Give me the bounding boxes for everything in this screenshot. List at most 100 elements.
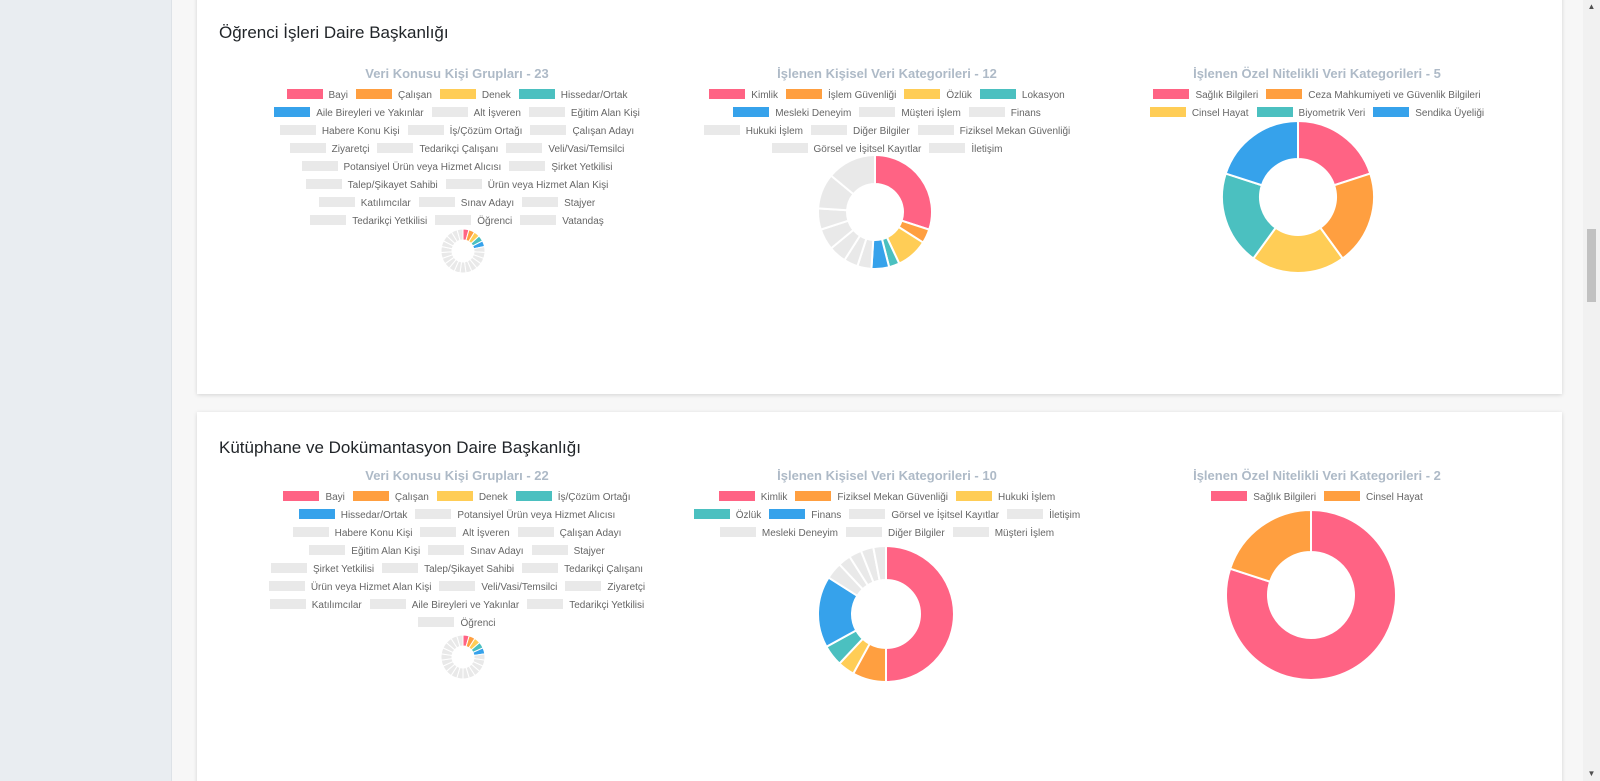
legend-item[interactable]: Görsel ve İşitsel Kayıtlar: [849, 507, 999, 525]
legend-item[interactable]: Bayi: [286, 87, 348, 105]
legend-item[interactable]: Hukuki İşlem: [703, 123, 803, 141]
donut-chart[interactable]: [817, 545, 955, 683]
legend-item[interactable]: Stajyer: [522, 195, 595, 213]
legend-item[interactable]: Hissedar/Ortak: [518, 87, 627, 105]
legend-label: Çalışan: [394, 492, 429, 503]
legend-item[interactable]: Tedarikçi Yetkilisi: [527, 597, 644, 615]
legend-item[interactable]: Aile Bireyleri ve Yakınlar: [369, 597, 519, 615]
donut-chart[interactable]: [1221, 120, 1375, 274]
donut-slice-sağlık-bilgileri[interactable]: [1297, 120, 1372, 187]
legend-item[interactable]: Cinsel Hayat: [1324, 489, 1423, 507]
scrollbar-thumb[interactable]: [1587, 229, 1596, 302]
legend-item[interactable]: Öğrenci: [435, 213, 512, 231]
donut-chart[interactable]: [1225, 509, 1397, 681]
legend-item[interactable]: Kimlik: [709, 87, 778, 105]
legend-swatch: [439, 581, 476, 591]
legend-item[interactable]: Bayi: [283, 489, 345, 507]
donut-slice-öğrenci[interactable]: [456, 634, 464, 648]
legend-item[interactable]: Ziyaretçi: [565, 579, 645, 597]
legend-item[interactable]: Sağlık Bilgileri: [1211, 489, 1316, 507]
legend-item[interactable]: Tedarikçi Çalışanı: [522, 561, 643, 579]
legend-item[interactable]: İş/Çözüm Ortağı: [515, 489, 631, 507]
legend-item[interactable]: Potansiyel Ürün veya Hizmet Alıcısı: [415, 507, 615, 525]
donut-chart[interactable]: [817, 154, 933, 270]
legend-item[interactable]: Veli/Vasi/Temsilci: [506, 141, 624, 159]
legend-item[interactable]: Aile Bireyleri ve Yakınlar: [274, 105, 424, 123]
legend-item[interactable]: Biyometrik Veri: [1256, 105, 1365, 123]
legend-item[interactable]: Özlük: [693, 507, 761, 525]
legend-item[interactable]: Sınav Adayı: [418, 195, 514, 213]
scroll-down-icon[interactable]: ▼: [1587, 769, 1596, 778]
legend-item[interactable]: Eğitim Alan Kişi: [309, 543, 420, 561]
legend-item[interactable]: Fiziksel Mekan Güvenliği: [795, 489, 948, 507]
legend-item[interactable]: Kimlik: [718, 489, 787, 507]
legend-item[interactable]: Diğer Bilgiler: [810, 123, 910, 141]
legend-item[interactable]: Talep/Şikayet Sahibi: [305, 177, 438, 195]
legend-item[interactable]: Çalışan: [355, 87, 432, 105]
legend-item[interactable]: Şirket Yetkilisi: [270, 561, 374, 579]
legend-item[interactable]: Çalışan Adayı: [517, 525, 621, 543]
legend-item[interactable]: Lokasyon: [979, 87, 1065, 105]
donut-slice-sendika-üyeliği[interactable]: [1224, 120, 1299, 187]
legend-item[interactable]: Sendika Üyeliği: [1373, 105, 1484, 123]
donut-slice-vatandaş[interactable]: [456, 228, 464, 242]
legend-item[interactable]: İş/Çözüm Ortağı: [407, 123, 522, 141]
legend-item[interactable]: Alt İşveren: [420, 525, 510, 543]
donut-slice-sağlık-bilgileri[interactable]: [1225, 509, 1397, 681]
legend-swatch: [274, 107, 311, 117]
legend-item[interactable]: Talep/Şikayet Sahibi: [382, 561, 514, 579]
legend-item[interactable]: Özlük: [904, 87, 972, 105]
legend-item[interactable]: Hissedar/Ortak: [298, 507, 407, 525]
legend-item[interactable]: Cinsel Hayat: [1149, 105, 1249, 123]
donut-slice-müşteri-i-şlem[interactable]: [872, 545, 887, 582]
legend-item[interactable]: Denek: [436, 489, 508, 507]
legend-item[interactable]: Vatandaş: [520, 213, 604, 231]
legend-item[interactable]: İşlem Güvenliği: [785, 87, 896, 105]
donut-svg: [817, 154, 933, 270]
vertical-scrollbar[interactable]: [1583, 0, 1600, 781]
legend-item[interactable]: Eğitim Alan Kişi: [528, 105, 640, 123]
donut-slice-i-letişim[interactable]: [829, 154, 876, 196]
legend-item[interactable]: Tedarikçi Yetkilisi: [310, 213, 427, 231]
legend-item[interactable]: İletişim: [1007, 507, 1080, 525]
legend-item[interactable]: Katılımcılar: [269, 597, 362, 615]
legend-item[interactable]: Finans: [968, 105, 1041, 123]
legend-item[interactable]: Müşteri İşlem: [859, 105, 961, 123]
donut-chart[interactable]: [440, 228, 486, 274]
legend-item[interactable]: Mesleki Deneyim: [719, 525, 838, 543]
legend-item[interactable]: Hukuki İşlem: [956, 489, 1055, 507]
legend-item[interactable]: İletişim: [929, 141, 1002, 159]
legend-item[interactable]: Diğer Bilgiler: [846, 525, 945, 543]
legend-item[interactable]: Görsel ve İşitsel Kayıtlar: [771, 141, 921, 159]
legend-item[interactable]: Ürün veya Hizmet Alan Kişi: [445, 177, 608, 195]
legend-item[interactable]: Sağlık Bilgileri: [1153, 87, 1258, 105]
legend-item[interactable]: Çalışan: [352, 489, 429, 507]
legend-item[interactable]: Ürün veya Hizmet Alan Kişi: [268, 579, 431, 597]
legend-swatch: [917, 125, 954, 135]
donut-chart[interactable]: [440, 634, 486, 680]
legend-item[interactable]: Fiziksel Mekan Güvenliği: [917, 123, 1070, 141]
legend-item[interactable]: Alt İşveren: [431, 105, 521, 123]
scroll-up-icon[interactable]: ▲: [1587, 2, 1596, 11]
legend-item[interactable]: Finans: [769, 507, 841, 525]
donut-slice-kimlik[interactable]: [874, 154, 933, 231]
legend-item[interactable]: Ceza Mahkumiyeti ve Güvenlik Bilgileri: [1266, 87, 1481, 105]
legend-item[interactable]: Denek: [439, 87, 511, 105]
legend-item[interactable]: Stajyer: [531, 543, 605, 561]
donut-slice-kimlik[interactable]: [885, 545, 955, 683]
legend-item[interactable]: Habere Konu Kişi: [279, 123, 400, 141]
legend-item[interactable]: Potansiyel Ürün veya Hizmet Alıcısı: [301, 159, 501, 177]
legend-item[interactable]: Katılımcılar: [318, 195, 411, 213]
legend-item[interactable]: Müşteri İşlem: [952, 525, 1054, 543]
legend-label: Sağlık Bilgileri: [1195, 90, 1259, 101]
donut-slice-cinsel-hayat[interactable]: [1228, 509, 1312, 583]
legend-item[interactable]: Şirket Yetkilisi: [509, 159, 612, 177]
legend-item[interactable]: Tedarikçi Çalışanı: [377, 141, 498, 159]
legend-item[interactable]: Ziyaretçi: [289, 141, 369, 159]
legend-item[interactable]: Habere Konu Kişi: [292, 525, 412, 543]
legend-item[interactable]: Sınav Adayı: [428, 543, 524, 561]
legend-item[interactable]: Mesleki Deneyim: [733, 105, 851, 123]
legend-item[interactable]: Çalışan Adayı: [530, 123, 634, 141]
legend-item[interactable]: Öğrenci: [418, 615, 496, 633]
legend-item[interactable]: Veli/Vasi/Temsilci: [439, 579, 557, 597]
